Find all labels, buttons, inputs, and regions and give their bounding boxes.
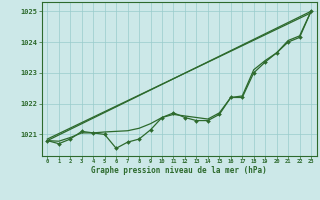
X-axis label: Graphe pression niveau de la mer (hPa): Graphe pression niveau de la mer (hPa) (91, 166, 267, 175)
